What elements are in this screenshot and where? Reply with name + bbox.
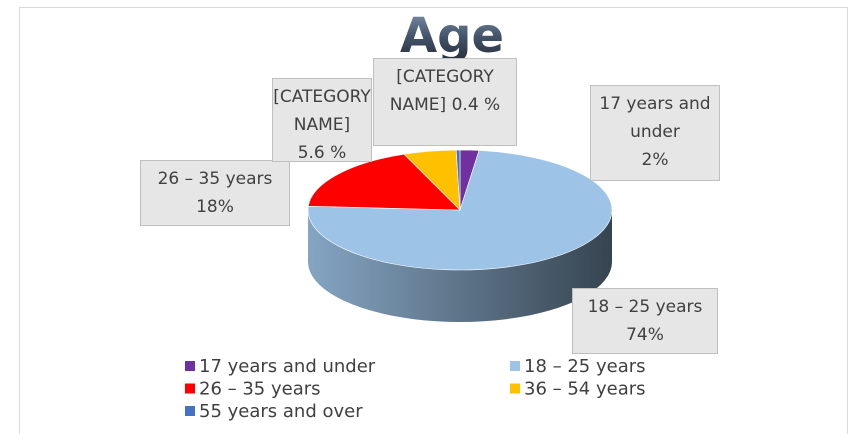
frame [19, 7, 848, 434]
legend-label: 18 – 25 years [524, 356, 646, 377]
data-label: [CATEGORY NAME] 0.4 % [373, 58, 517, 146]
data-label: 17 years and under 2% [590, 85, 720, 181]
data-label-name: [CATEGORY NAME] [389, 67, 494, 115]
slice [455, 149, 461, 211]
legend-label: 17 years and under [199, 356, 376, 377]
legend-swatch [510, 361, 520, 371]
data-label-value: 74% [626, 325, 664, 345]
legend-swatch [185, 383, 195, 394]
data-label: [CATEGORY NAME] 5.6 % [272, 78, 372, 162]
data-label-name: 26 – 35 years [157, 169, 273, 189]
legend-swatch [510, 383, 520, 394]
data-label: 26 – 35 years 18% [140, 160, 290, 226]
data-label-name: 18 – 25 years [587, 297, 703, 317]
chart-title: Age [400, 8, 504, 64]
legend-label: 55 years and over [199, 401, 363, 422]
data-label-value: 18% [196, 197, 234, 217]
slice [307, 153, 461, 211]
slice-side [308, 210, 612, 322]
data-label-name: 17 years and under [599, 94, 711, 142]
data-label-value: 5.6 % [297, 143, 347, 162]
legend-label: 36 – 54 years [524, 379, 646, 400]
data-label: 18 – 25 years 74% [572, 288, 718, 354]
data-label-value: 0.4 % [451, 95, 501, 115]
legend-label: 26 – 35 years [199, 379, 321, 400]
data-label-name: [CATEGORY NAME] [273, 87, 371, 135]
data-label-value: 2% [641, 150, 669, 170]
legend-swatch [185, 406, 195, 416]
legend-swatch [185, 361, 195, 371]
